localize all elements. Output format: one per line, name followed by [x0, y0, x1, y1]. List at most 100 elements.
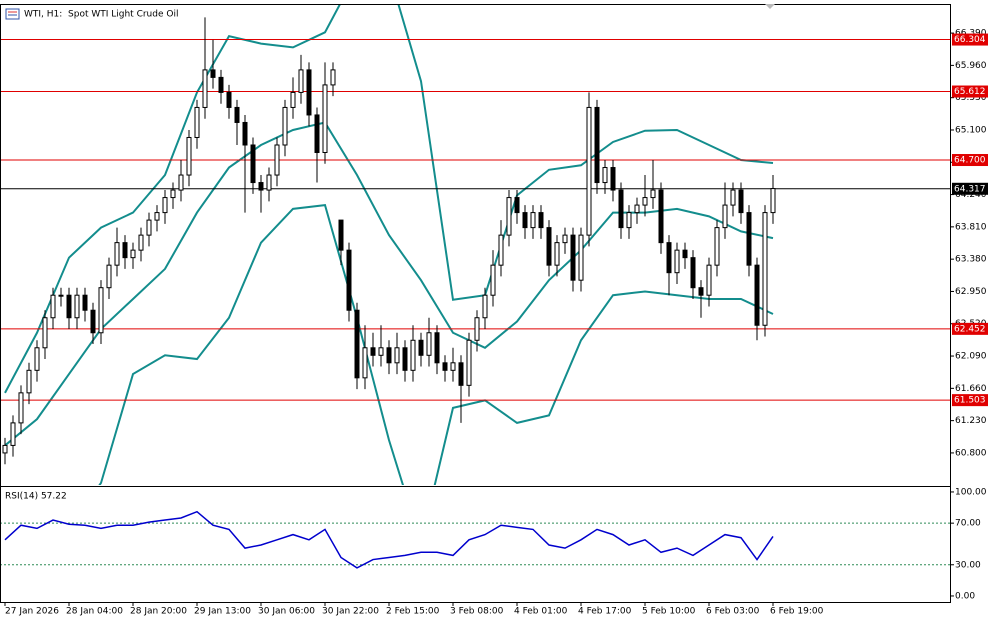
price-pane — [1, 5, 950, 485]
candle-body — [490, 264, 496, 296]
x-tick-label: 6 Feb 19:00 — [770, 607, 824, 617]
x-tick-label: 30 Jan 06:00 — [258, 607, 315, 617]
candle-body — [138, 234, 144, 251]
candle-body — [434, 332, 440, 364]
level-label: 64.700 — [954, 156, 986, 166]
candle-body — [242, 121, 248, 146]
candle-body — [402, 347, 408, 371]
y-tick-label: 62.950 — [955, 287, 987, 297]
symbol-header: WTI, H1: Spot WTI Light Crude Oil — [5, 8, 178, 20]
candle-body — [170, 189, 176, 199]
candle-body — [426, 332, 432, 356]
candle-body — [738, 189, 744, 214]
candle-body — [114, 242, 120, 266]
candle-body — [18, 392, 24, 424]
candle-body — [578, 234, 584, 281]
x-tick-label: 28 Jan 20:00 — [130, 607, 187, 617]
candle-body — [354, 309, 360, 379]
level-label-box — [952, 154, 988, 167]
candle-body — [106, 264, 112, 289]
x-tick-label: 4 Feb 01:00 — [514, 607, 568, 617]
level-label-box — [952, 394, 988, 407]
bollinger-middle — [4, 121, 774, 447]
candle-body — [626, 212, 632, 229]
candle-body — [634, 204, 640, 214]
chart-title: WTI, H1: Spot WTI Light Crude Oil — [24, 10, 178, 20]
candle-body — [330, 69, 336, 86]
candle-body — [234, 106, 240, 123]
candle-body — [610, 167, 616, 191]
candle-body — [282, 106, 288, 146]
x-tick-label: 27 Jan 2026 — [5, 607, 59, 617]
candle-body — [562, 234, 568, 244]
x-tick-label: 30 Jan 22:00 — [322, 607, 379, 617]
y-tick-label: 0.00 — [955, 591, 975, 601]
candle-body — [706, 264, 712, 296]
candle-body — [682, 249, 688, 259]
axes: 66.39065.96065.53065.10064.67064.24063.8… — [4, 29, 988, 617]
candle-body — [74, 294, 80, 319]
level-label-box — [952, 33, 988, 46]
candle-body — [210, 69, 216, 78]
level-label-box — [952, 322, 988, 335]
candle-body — [386, 347, 392, 364]
level-label-box — [952, 182, 988, 195]
candle-body — [314, 114, 320, 154]
candle-body — [122, 242, 128, 259]
candle-body — [458, 362, 464, 386]
candle-body — [362, 347, 368, 379]
candle-body — [618, 189, 624, 229]
level-label: 61.503 — [954, 396, 986, 406]
candle-body — [554, 242, 560, 266]
candle-body — [394, 347, 400, 364]
candle-body — [674, 249, 680, 274]
candle-body — [546, 227, 552, 266]
candle-body — [130, 249, 136, 259]
x-tick-label: 4 Feb 17:00 — [578, 607, 632, 617]
candle-body — [218, 76, 224, 93]
candle-body — [506, 197, 512, 236]
candle-body — [482, 294, 488, 319]
candle-body — [498, 234, 504, 266]
bollinger-lower — [98, 203, 774, 485]
candle-body — [762, 212, 768, 326]
x-tick-label: 29 Jan 13:00 — [194, 607, 251, 617]
candle-body — [82, 294, 88, 311]
rsi-title: RSI(14) 57.22 — [5, 492, 67, 502]
candle-body — [250, 144, 256, 184]
candle-body — [98, 287, 104, 334]
candle-body — [602, 167, 608, 184]
candle-body — [770, 188, 776, 214]
y-tick-label: 65.100 — [955, 125, 987, 135]
candle-body — [66, 294, 72, 319]
y-tick-label: 30.00 — [955, 560, 981, 570]
candle-body — [90, 309, 96, 334]
bollinger-upper — [4, 5, 774, 394]
y-tick-label: 62.090 — [955, 352, 987, 362]
candle-body — [58, 294, 64, 297]
candle-body — [154, 212, 160, 221]
candle-body — [666, 242, 672, 274]
candle-body — [258, 182, 264, 191]
candle-body — [266, 174, 272, 191]
candle-body — [274, 144, 280, 176]
candle-body — [2, 444, 8, 454]
candle-body — [530, 212, 536, 229]
frame — [0, 4, 951, 603]
candle-body — [178, 174, 184, 191]
x-tick-label: 5 Feb 10:00 — [642, 607, 696, 617]
y-tick-label: 61.230 — [955, 416, 987, 426]
y-tick-label: 60.800 — [955, 448, 987, 458]
candle-body — [346, 249, 352, 311]
candle-body — [514, 197, 520, 214]
level-label: 66.304 — [954, 35, 986, 45]
candle-body — [146, 219, 152, 236]
candle-body — [410, 339, 416, 371]
level-label: 62.452 — [954, 324, 986, 334]
candle-body — [714, 227, 720, 266]
candle-body — [226, 91, 232, 108]
candle-body — [290, 91, 296, 108]
candle-body — [162, 197, 168, 214]
candle-body — [698, 287, 704, 296]
